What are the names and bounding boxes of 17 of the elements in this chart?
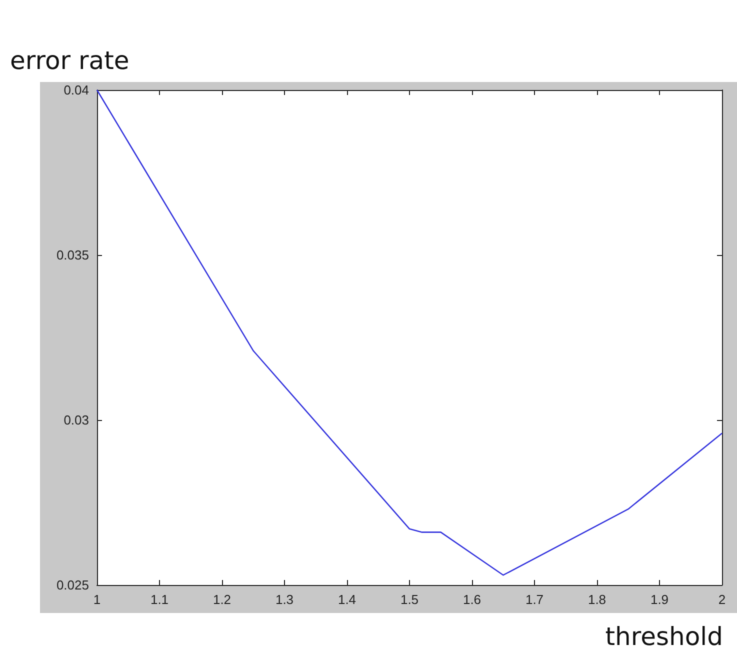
x-tick-label: 1.9 — [650, 592, 669, 607]
x-tick-label: 1.3 — [275, 592, 294, 607]
y-tick-label: 0.025 — [56, 578, 89, 592]
y-tick-label: 0.03 — [64, 412, 89, 428]
x-tick-label: 1.4 — [338, 592, 356, 607]
x-axis-title: threshold — [605, 622, 723, 651]
x-tick-label: 1.8 — [588, 592, 606, 607]
y-axis-title: error rate — [10, 46, 130, 75]
x-tick-label: 1 — [93, 592, 101, 607]
y-tick-label: 0.04 — [64, 82, 89, 98]
y-tick-label: 0.035 — [56, 248, 89, 262]
x-tick-label: 1.6 — [462, 592, 482, 607]
x-tick-label: 2 — [718, 592, 726, 607]
x-tick-label: 1.2 — [212, 592, 232, 607]
x-tick-label: 1.5 — [400, 592, 419, 607]
x-tick-label: 1.1 — [150, 592, 169, 607]
x-tick-label: 1.7 — [525, 592, 544, 607]
